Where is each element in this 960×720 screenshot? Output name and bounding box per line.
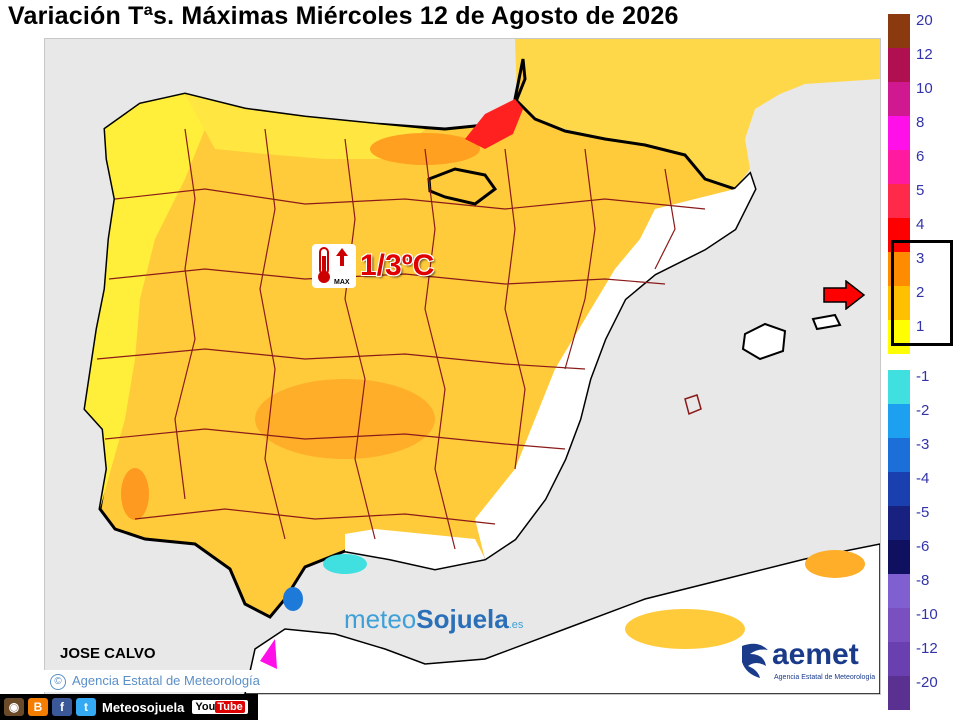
agency-name: Agencia Estatal de Meteorología xyxy=(72,673,260,688)
aemet-wordmark: aemet xyxy=(772,638,859,671)
africa-orange-patch-east xyxy=(805,550,865,578)
orange-patch-west xyxy=(121,468,149,520)
legend-label: -10 xyxy=(916,606,938,623)
blogger-icon[interactable]: B xyxy=(28,698,48,716)
range-value: 1/3ºC xyxy=(360,249,435,282)
author-name: JOSE CALVO xyxy=(60,645,156,662)
legend-swatch xyxy=(888,48,910,82)
legend-swatch xyxy=(888,404,910,438)
range-badge: MAX 1/3ºC xyxy=(312,244,434,288)
menorca-island xyxy=(811,313,842,331)
highlighted-range-box xyxy=(891,240,953,346)
instagram-icon[interactable]: ◉ xyxy=(4,698,24,716)
map-svg xyxy=(83,39,880,694)
legend-label: 12 xyxy=(916,46,933,63)
thermometer-max-label: MAX xyxy=(334,279,350,286)
legend-label: -20 xyxy=(916,674,938,691)
legend-swatch xyxy=(888,438,910,472)
legend-label: -8 xyxy=(916,572,930,589)
legend-swatch xyxy=(888,82,910,116)
legend-label: 3 xyxy=(916,250,925,267)
aemet-subtitle: Agencia Estatal de Meteorología xyxy=(774,674,876,681)
legend-label: 20 xyxy=(916,12,933,29)
red-patch-basque xyxy=(465,99,523,149)
facebook-icon[interactable]: f xyxy=(52,698,72,716)
legend-label: -1 xyxy=(916,368,930,385)
africa-orange-patch xyxy=(625,609,745,649)
legend-swatch xyxy=(888,184,910,218)
legend-label: 2 xyxy=(916,284,925,301)
copyright-icon: © xyxy=(50,673,66,690)
legend-swatch xyxy=(888,642,910,676)
map-title: Variación Tªs. Máximas Miércoles 12 de A… xyxy=(8,2,679,30)
legend-label: -5 xyxy=(916,504,930,521)
legend-swatch xyxy=(888,150,910,184)
legend-label: -12 xyxy=(916,640,938,657)
thermometer-max-icon: MAX xyxy=(312,244,356,288)
temperature-map xyxy=(44,38,881,695)
orange-patch-center xyxy=(255,379,435,459)
legend-label: -4 xyxy=(916,470,930,487)
legend-swatch xyxy=(888,472,910,506)
pointer-arrow-icon xyxy=(823,280,866,310)
brand-part-2: Sojuela xyxy=(416,604,509,634)
legend-label: 10 xyxy=(916,80,933,97)
la-rioja-outline xyxy=(427,167,498,206)
legend-label: 8 xyxy=(916,114,925,131)
legend-label: -6 xyxy=(916,538,930,555)
north-yellow-zone xyxy=(185,94,425,159)
legend-label: -2 xyxy=(916,402,930,419)
social-handle: Meteosojuela xyxy=(102,699,185,715)
brand-part-1: meteo xyxy=(344,604,417,634)
africa-landmass xyxy=(244,543,880,694)
legend-swatch xyxy=(888,116,910,150)
legend-swatch xyxy=(888,574,910,608)
cool-spot-south xyxy=(323,554,367,574)
cool-spot-gibraltar xyxy=(283,587,303,611)
aemet-logo: aemet Agencia Estatal de Meteorología xyxy=(738,638,878,688)
legend-label: 6 xyxy=(916,148,925,165)
brand-part-3: .es xyxy=(508,619,524,631)
legend-swatch xyxy=(888,14,910,48)
france-landmass xyxy=(515,39,880,189)
social-bar: ◉ B f t Meteosojuela You Tube xyxy=(0,694,258,720)
mallorca-island xyxy=(741,322,787,361)
youtube-icon[interactable]: You Tube xyxy=(192,700,248,714)
color-legend: 20 12 10 8 6 5 4 3 2 1 -1 -2 -3 -4 -5 -6 -8 -10 -12 -20 xyxy=(888,12,958,714)
legend-swatch xyxy=(888,540,910,574)
south-neutral-zone xyxy=(345,529,485,569)
legend-swatch xyxy=(888,370,910,404)
aemet-swirl-icon xyxy=(742,643,768,678)
meteosojuela-brand: meteoSojuela.es xyxy=(344,604,523,635)
africa-magenta-spot xyxy=(260,639,277,669)
legend-swatch xyxy=(888,676,910,710)
legend-label: 1 xyxy=(916,318,925,335)
twitter-icon[interactable]: t xyxy=(76,698,96,716)
legend-label: -3 xyxy=(916,436,930,453)
east-neutral-zone xyxy=(475,174,755,559)
legend-label: 5 xyxy=(916,182,925,199)
agency-credit: © Agencia Estatal de Meteorología xyxy=(44,670,288,692)
legend-swatch xyxy=(888,506,910,540)
province-borders xyxy=(96,128,706,550)
west-yellow-zone xyxy=(85,94,205,509)
legend-swatch xyxy=(888,608,910,642)
ibiza-island xyxy=(684,394,702,416)
legend-label: 4 xyxy=(916,216,925,233)
